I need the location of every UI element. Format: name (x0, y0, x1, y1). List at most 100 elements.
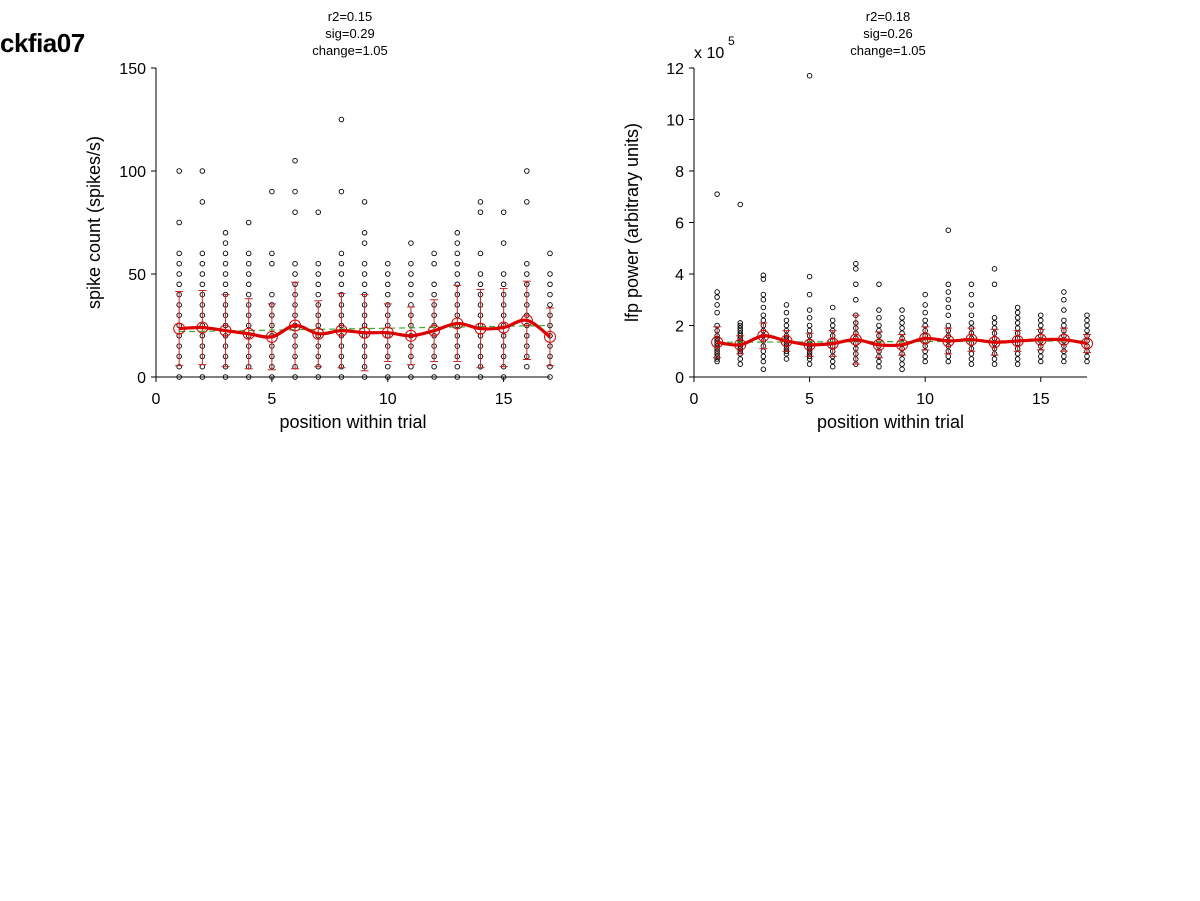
left-plot: 0 50 100 150 0 5 10 15 position within trial spik… (84, 61, 556, 432)
left-data-point (385, 363, 391, 370)
left-data-point (361, 260, 368, 267)
left-data-point (547, 291, 553, 298)
right-y-tick-label: 8 (675, 164, 684, 181)
right-data-point (760, 304, 767, 311)
left-mean-marker (358, 326, 371, 339)
left-mean-marker (219, 324, 232, 337)
right-mean-marker (1011, 334, 1024, 347)
right-data-point (829, 358, 836, 365)
left-data-point (500, 209, 507, 215)
left-data-point (500, 374, 507, 380)
left-mean-line (179, 318, 551, 339)
left-data-point (292, 271, 298, 277)
right-data-point (806, 327, 813, 334)
right-data-point (1038, 353, 1044, 360)
right-data-point (737, 320, 743, 326)
right-title-line-change: change=1.05 (850, 43, 926, 58)
right-y-tick-label: 4 (675, 267, 684, 284)
right-data-point (714, 309, 720, 316)
left-data-point (199, 271, 206, 277)
right-data-point (853, 281, 859, 288)
left-data-point (500, 271, 507, 277)
right-y-tick-label: 6 (675, 216, 684, 233)
right-data-point (876, 358, 882, 365)
left-mean-marker (173, 322, 186, 335)
right-mean-marker (965, 333, 978, 346)
right-data-point (876, 315, 882, 321)
right-data-point (968, 302, 975, 308)
right-data-point (899, 356, 905, 362)
left-y-tick-label: 50 (128, 267, 146, 284)
right-data-point (1014, 351, 1021, 357)
right-data-point (737, 327, 743, 334)
right-data-point (991, 356, 998, 362)
left-mean-marker (520, 314, 533, 327)
right-data-point (945, 281, 952, 288)
left-data-point (199, 168, 206, 174)
right-mean-marker (803, 338, 816, 351)
right-data-point (1061, 322, 1067, 329)
right-data-point (968, 351, 975, 357)
right-data-point (806, 315, 813, 321)
left-data-point (222, 230, 229, 236)
left-data-point (199, 260, 206, 267)
left-mean-marker (242, 327, 255, 340)
right-y-axis-label: lfp power (arbitrary units) (622, 123, 642, 322)
left-data-point (408, 281, 414, 288)
left-data-point (547, 271, 553, 277)
left-data-point (245, 260, 252, 267)
left-data-point (269, 374, 275, 380)
left-data-point (524, 168, 530, 174)
right-data-point (853, 297, 859, 303)
left-data-point (222, 281, 229, 288)
right-data-point (876, 363, 882, 370)
left-mean-marker (381, 326, 394, 339)
left-mean-marker (404, 329, 417, 342)
right-data-point (1084, 358, 1090, 365)
right-y-multiplier-exponent: 5 (728, 34, 735, 48)
left-data-point (245, 374, 252, 380)
left-data-point (176, 281, 182, 288)
left-x-tick-label: 10 (379, 391, 397, 408)
right-fit-line (717, 340, 1088, 343)
left-mean-marker (428, 324, 441, 337)
left-fit-line (179, 324, 551, 333)
left-data-point (431, 281, 437, 288)
right-data-point (922, 353, 928, 360)
right-data-point (1014, 309, 1021, 316)
right-mean-marker (1057, 333, 1070, 346)
right-data-point (922, 291, 928, 298)
left-y-tick-label: 150 (119, 61, 146, 78)
right-y-tick-label: 12 (666, 61, 684, 78)
right-data-point (806, 307, 813, 313)
right-data-point (945, 322, 952, 329)
left-data-point (292, 374, 298, 380)
right-data-point (829, 304, 836, 311)
right-data-point (991, 266, 998, 272)
right-mean-marker (757, 329, 770, 342)
right-data-point (806, 291, 813, 298)
left-data-point (269, 250, 275, 257)
right-data-point (806, 72, 813, 79)
left-data-point (338, 260, 345, 267)
left-data-point (245, 281, 252, 288)
right-data-point (1038, 358, 1044, 365)
left-data-point (199, 250, 206, 257)
right-data-point (945, 227, 952, 233)
right-mean-marker (872, 338, 885, 351)
left-y-tick-label: 0 (137, 370, 146, 387)
right-data-point (806, 273, 813, 280)
right-data-point (760, 276, 767, 282)
right-data-point (968, 356, 975, 362)
right-data-point (991, 315, 998, 321)
left-data-point (269, 291, 275, 298)
right-data-point (760, 272, 767, 279)
left-data-point (547, 302, 553, 308)
left-x-tick-label: 5 (267, 391, 276, 408)
left-data-point (408, 260, 414, 267)
right-data-point (968, 312, 975, 318)
left-data-point (315, 281, 321, 288)
left-data-point (269, 188, 275, 195)
right-data-point (922, 317, 928, 324)
left-data-point (385, 291, 391, 298)
